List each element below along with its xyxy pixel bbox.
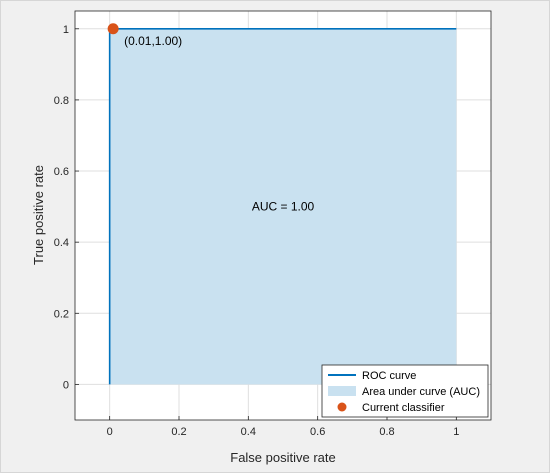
axis-ticks: 0 0.2 0.4 0.6 0.8 1 0 0.2 0.4 0.6 0.8 1: [54, 24, 460, 438]
x-tick-label: 0.2: [171, 426, 186, 438]
y-tick-label: 1: [63, 24, 69, 36]
current-classifier-point: [107, 23, 119, 35]
x-axis-label: False positive rate: [230, 450, 336, 465]
y-tick-label: 0.6: [54, 166, 69, 178]
x-tick-label: 0.6: [310, 426, 325, 438]
auc-area: [109, 28, 457, 385]
y-tick-label: 0.4: [54, 237, 69, 249]
legend-point-swatch: [337, 402, 347, 412]
y-axis-label: True positive rate: [31, 165, 46, 265]
plot-series: [107, 23, 457, 385]
y-tick-label: 0: [63, 379, 69, 391]
y-tick-label: 0.2: [54, 308, 69, 320]
x-tick-label: 1: [453, 426, 459, 438]
plot-box: [74, 10, 492, 421]
legend-label-area-under-curve-auc: Area under curve (AUC): [362, 386, 480, 398]
annotations: (0.01,1.00) AUC = 1.00: [124, 34, 314, 214]
legend-label-current-classifier: Current classifier: [362, 402, 445, 414]
legend-label-roc-curve: ROC curve: [362, 370, 416, 382]
auc-value-label: AUC = 1.00: [252, 200, 315, 214]
point-coordinate-label: (0.01,1.00): [124, 34, 182, 48]
x-tick-label: 0.4: [241, 426, 256, 438]
legend-area-swatch: [328, 386, 356, 396]
x-tick-label: 0.8: [379, 426, 394, 438]
y-tick-label: 0.8: [54, 95, 69, 107]
x-tick-label: 0: [107, 426, 113, 438]
legend: ROC curve Area under curve (AUC) Current c…: [321, 364, 489, 418]
